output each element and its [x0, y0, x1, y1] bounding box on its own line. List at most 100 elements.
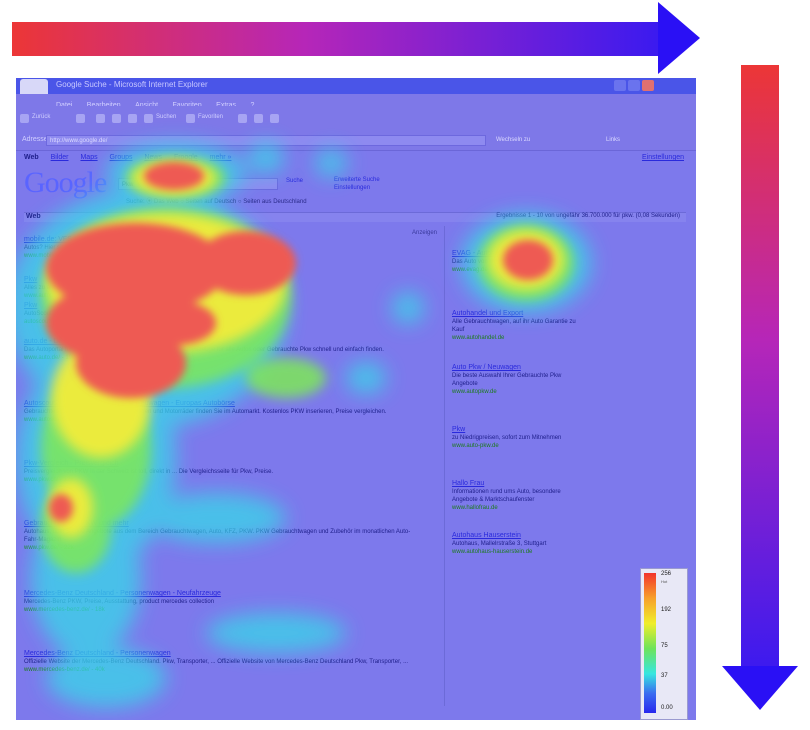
- address-label: Adresse: [22, 136, 48, 143]
- menu-file[interactable]: Datei: [56, 100, 72, 112]
- search-scope[interactable]: Suche: ⦿ Das Web ○ Seiten auf Deutsch ○ …: [126, 199, 307, 205]
- ad-url: www.autopkw.de: [452, 389, 497, 395]
- results-label: Web: [26, 213, 41, 220]
- horizontal-arrow-head-icon: [658, 2, 700, 74]
- sidebar-divider: [444, 226, 445, 706]
- ad-url: www.auto-pkw.de: [452, 443, 499, 449]
- address-input[interactable]: http://www.google.de/: [46, 135, 486, 146]
- ad-snippet: Das Auto von Ihrem Autohaus: [452, 259, 532, 265]
- ad-snippet: Autohaus, Mallelrstraße 3, Stuttgart: [452, 541, 547, 547]
- ad-item: Autohaus Hauserstein Autohaus, Mallelrstr…: [452, 532, 582, 556]
- result-snippet: Autos? Hier sind Sie richtig: Große Ausw…: [24, 245, 217, 251]
- title-bar: Google Suche - Microsoft Internet Explor…: [16, 78, 696, 107]
- result-snippet: Mercedes-Benz PKW, Preise, Ausstattung, …: [24, 599, 215, 605]
- mail-icon[interactable]: [254, 114, 263, 123]
- result-title-link[interactable]: Pkw-Vergleich - Preisvergleich: [24, 460, 119, 467]
- ads-label: Anzeigen: [412, 230, 438, 236]
- vertical-arrow-head-icon: [722, 666, 798, 710]
- result-title-link[interactable]: Pkw: [24, 302, 38, 309]
- maximize-icon[interactable]: [628, 80, 640, 91]
- home-icon[interactable]: [128, 114, 137, 123]
- legend-label-75: 75: [661, 643, 668, 649]
- legend-color-scale: [644, 573, 656, 713]
- search-input[interactable]: Pkw: [118, 178, 278, 190]
- result-url: www.pkw.ch/ - 12k: [24, 477, 74, 483]
- ad-title-link[interactable]: EVAG - Autohandelsbörse: [452, 250, 534, 257]
- result-title-link[interactable]: mobile.de: VFS: [24, 236, 72, 243]
- ad-snippet: Alle Gebrauchtwagen, auf ihr Auto Garant…: [452, 319, 576, 333]
- search-button[interactable]: Suche: [286, 178, 304, 184]
- close-icon[interactable]: [642, 80, 654, 91]
- result-title-link[interactable]: Autoscout24: Gebrauchtwagen und Neuwagen…: [24, 400, 235, 407]
- ad-title-link[interactable]: Autohaus Hauserstein: [452, 532, 521, 539]
- nav-groups[interactable]: Groups: [109, 154, 133, 161]
- forward-icon[interactable]: [76, 114, 85, 123]
- result-url: www.mercedes-benz.de/ - 18k: [24, 607, 105, 613]
- result-snippet: Alles zu aktuellen Modellen & mehr - Ihr…: [24, 285, 171, 291]
- browser-window: Google Suche - Microsoft Internet Explor…: [16, 78, 696, 720]
- ad-snippet: Die beste Auswahl Ihrer Gebrauchte Pkw A…: [452, 373, 562, 387]
- advanced-links: Erweiterte Suche Einstellungen: [334, 176, 380, 192]
- result-url: www.auto.de/ - 19k: [24, 355, 76, 361]
- settings-link[interactable]: Einstellungen: [334, 185, 371, 191]
- nav-images[interactable]: Bilder: [50, 154, 69, 161]
- ad-title-link[interactable]: Auto Pkw / Neuwagen: [452, 364, 521, 371]
- result-title-link[interactable]: Pkw: [24, 276, 38, 283]
- result-item: Pkw-Vergleich - Preisvergleich Preisvergl…: [24, 460, 424, 484]
- nav-web[interactable]: Web: [24, 154, 39, 161]
- vertical-gradient-arrow-shaft: [741, 65, 779, 675]
- menu-view[interactable]: Ansicht: [135, 100, 158, 112]
- go-button[interactable]: Wechseln zu: [496, 137, 531, 143]
- google-nav: Web Bilder Maps Groups News Froogle mehr…: [24, 154, 241, 161]
- nav-more[interactable]: mehr »: [209, 154, 232, 161]
- results-bar: Web Ergebnisse 1 - 10 von ungefähr 36.70…: [24, 212, 686, 222]
- result-item: Autoscout24: Gebrauchtwagen und Neuwagen…: [24, 400, 424, 424]
- legend-label-192: 192: [661, 607, 672, 613]
- result-url: www.auto.de: [24, 293, 59, 299]
- result-snippet: Gebrauchte PKW, Gebrauchtwagen, Neuwagen…: [24, 409, 387, 415]
- ad-item: Pkw zu Niedrigpreisen, sofort zum Mitnehm…: [452, 426, 582, 450]
- menu-edit[interactable]: Bearbeiten: [87, 100, 121, 112]
- legend-label-37: 37: [661, 673, 668, 679]
- heatmap-legend: 256 Hot 192 75 37 0.00: [640, 568, 688, 720]
- advanced-search-link[interactable]: Erweiterte Suche: [334, 177, 380, 183]
- history-icon[interactable]: [238, 114, 247, 123]
- back-icon[interactable]: [20, 114, 29, 123]
- result-url: www.pkw.de/ - 22k: [24, 545, 74, 551]
- ad-title-link[interactable]: Hallo Frau: [452, 480, 485, 487]
- search-button-label[interactable]: Suchen: [156, 114, 177, 120]
- stop-icon[interactable]: [96, 114, 105, 123]
- ad-item: Autohandel und Export Alle Gebrauchtwagen…: [452, 310, 582, 342]
- nav-news[interactable]: News: [144, 154, 162, 161]
- result-title-link[interactable]: auto.de - Das Autoportal für Deutschland…: [24, 338, 159, 345]
- result-title-link[interactable]: Mercedes-Benz Deutschland - Personenwage…: [24, 590, 221, 597]
- ad-snippet: zu Niedrigpreisen, sofort zum Mitnehmen: [452, 435, 562, 441]
- menu-favorites[interactable]: Favoriten: [173, 100, 202, 112]
- result-snippet: AutoScout24: Europas Automarkt für Neu- …: [24, 311, 190, 317]
- ad-title-link[interactable]: Pkw: [452, 426, 466, 433]
- refresh-icon[interactable]: [112, 114, 121, 123]
- ad-title-link[interactable]: Autohandel und Export: [452, 310, 524, 317]
- favorites-button-label[interactable]: Favoriten: [198, 114, 224, 120]
- horizontal-gradient-arrow-shaft: [12, 22, 662, 56]
- print-icon[interactable]: [270, 114, 279, 123]
- favorites-icon[interactable]: [186, 114, 195, 123]
- back-button-label: Zurück: [32, 114, 51, 120]
- google-logo[interactable]: Google: [24, 166, 107, 199]
- result-url: autoscout24.de: [24, 319, 66, 325]
- menu-help[interactable]: ?: [250, 100, 254, 112]
- menu-tools[interactable]: Extras: [216, 100, 236, 112]
- preferences-link[interactable]: Einstellungen: [641, 154, 684, 161]
- results-stats: Ergebnisse 1 - 10 von ungefähr 36.700.00…: [496, 213, 680, 219]
- result-item: auto.de - Das Autoportal für Deutschland…: [24, 338, 424, 362]
- nav-froogle[interactable]: Froogle: [173, 154, 198, 161]
- nav-maps[interactable]: Maps: [80, 154, 98, 161]
- result-title-link[interactable]: Gebrauchtwagen, PKW und mehr: [24, 520, 129, 527]
- result-title-link[interactable]: Mercedes-Benz Deutschland - Personenwage…: [24, 650, 171, 657]
- result-snippet: Das Autoportal für Deutschland mit Gebra…: [24, 347, 384, 353]
- address-bar: Adresse http://www.google.de/ Wechseln z…: [16, 132, 696, 151]
- result-snippet: Autohaus, über 50.000 Angebote aus dem B…: [24, 529, 411, 543]
- links-button[interactable]: Links: [606, 137, 621, 143]
- minimize-icon[interactable]: [614, 80, 626, 91]
- search-icon[interactable]: [144, 114, 153, 123]
